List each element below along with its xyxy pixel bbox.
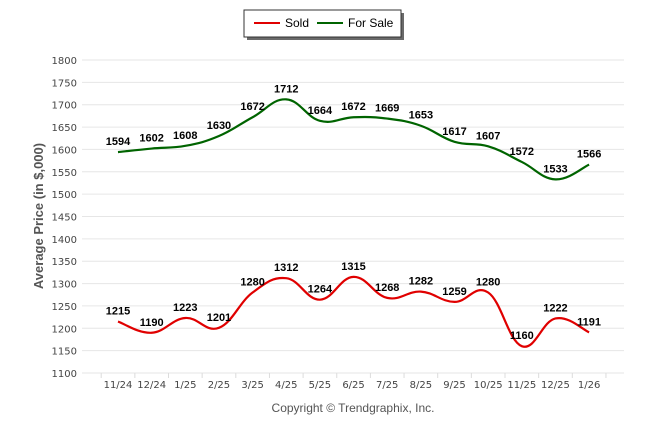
data-label-sold: 1222 bbox=[543, 302, 567, 314]
x-tick-label: 1/26 bbox=[578, 380, 600, 391]
data-label-for-sale: 1533 bbox=[543, 163, 567, 175]
data-labels: 1215 1190 1223 1201 1280 1312 1264 1315 1268 1282… bbox=[106, 83, 602, 342]
data-label-sold: 1190 bbox=[140, 317, 164, 329]
y-tick-label: 1250 bbox=[52, 302, 77, 313]
data-label-for-sale: 1630 bbox=[207, 120, 231, 132]
x-tick-label: 8/25 bbox=[410, 380, 432, 391]
x-tick-label: 4/25 bbox=[275, 380, 297, 391]
x-tick-label: 12/24 bbox=[137, 380, 166, 391]
legend-label-for-sale: For Sale bbox=[348, 16, 394, 30]
x-tick-label: 3/25 bbox=[241, 380, 263, 391]
y-tick-label: 1750 bbox=[52, 78, 77, 89]
y-tick-label: 1400 bbox=[52, 235, 77, 246]
data-label-sold: 1312 bbox=[274, 262, 298, 274]
y-tick-label: 1350 bbox=[52, 257, 77, 268]
data-label-sold: 1280 bbox=[476, 277, 500, 289]
data-label-sold: 1280 bbox=[240, 277, 264, 289]
data-label-for-sale: 1712 bbox=[274, 83, 298, 95]
data-label-sold: 1160 bbox=[510, 330, 534, 342]
x-tick-label: 6/25 bbox=[342, 380, 364, 391]
x-tick-label: 7/25 bbox=[376, 380, 398, 391]
data-label-sold: 1259 bbox=[442, 286, 466, 298]
series-lines bbox=[117, 98, 590, 348]
y-tick-label: 1150 bbox=[52, 347, 77, 358]
copyright-footer: Copyright © Trendgraphix, Inc. bbox=[272, 401, 435, 415]
legend: Sold For Sale bbox=[243, 9, 404, 40]
data-label-sold: 1268 bbox=[375, 282, 399, 294]
data-label-for-sale: 1594 bbox=[106, 136, 131, 148]
y-tick-label: 1800 bbox=[52, 56, 77, 67]
y-tick-label: 1450 bbox=[52, 213, 77, 224]
y-axis-label: Average Price (in $,000) bbox=[31, 143, 46, 289]
y-tick-label: 1100 bbox=[52, 369, 77, 380]
x-tick-label: 11/25 bbox=[507, 380, 536, 391]
data-label-sold: 1264 bbox=[308, 284, 333, 296]
legend-label-sold: Sold bbox=[285, 16, 309, 30]
x-axis-ticks: 11/24 12/24 1/25 2/25 3/25 4/25 5/25 6/25 7/25 8/… bbox=[100, 373, 607, 391]
y-tick-label: 1500 bbox=[52, 190, 77, 201]
y-axis-ticks: 1100 1150 1200 1250 1300 1350 1400 1450 1500 1550… bbox=[52, 56, 77, 380]
data-label-for-sale: 1669 bbox=[375, 103, 399, 115]
data-label-sold: 1191 bbox=[577, 316, 601, 328]
y-tick-label: 1550 bbox=[52, 168, 77, 179]
data-label-for-sale: 1664 bbox=[308, 105, 333, 117]
data-label-sold: 1315 bbox=[341, 261, 365, 273]
y-tick-label: 1650 bbox=[52, 123, 77, 134]
y-tick-label: 1300 bbox=[52, 280, 77, 291]
data-label-sold: 1282 bbox=[409, 276, 433, 288]
data-label-for-sale: 1653 bbox=[409, 110, 433, 122]
y-tick-label: 1600 bbox=[52, 145, 77, 156]
x-tick-label: 11/24 bbox=[104, 380, 133, 391]
data-label-for-sale: 1572 bbox=[510, 146, 534, 158]
data-label-for-sale: 1617 bbox=[442, 126, 466, 138]
data-label-sold: 1215 bbox=[106, 306, 130, 318]
x-tick-label: 12/25 bbox=[541, 380, 570, 391]
data-label-for-sale: 1607 bbox=[476, 130, 500, 142]
data-label-for-sale: 1602 bbox=[139, 133, 163, 145]
data-label-sold: 1201 bbox=[207, 312, 231, 324]
data-label-sold: 1223 bbox=[173, 302, 197, 314]
data-label-for-sale: 1608 bbox=[173, 130, 197, 142]
x-tick-label: 5/25 bbox=[309, 380, 331, 391]
series-line-for-sale bbox=[117, 98, 590, 181]
data-label-for-sale: 1672 bbox=[341, 101, 365, 113]
series-line-sold bbox=[117, 275, 590, 348]
x-tick-label: 1/25 bbox=[174, 380, 196, 391]
data-label-for-sale: 1672 bbox=[240, 101, 264, 113]
x-tick-label: 10/25 bbox=[474, 380, 503, 391]
x-tick-label: 9/25 bbox=[443, 380, 465, 391]
x-tick-label: 2/25 bbox=[208, 380, 230, 391]
data-label-for-sale: 1566 bbox=[577, 149, 601, 161]
gridlines bbox=[82, 59, 624, 374]
y-tick-label: 1200 bbox=[52, 324, 77, 335]
y-tick-label: 1700 bbox=[52, 101, 77, 112]
